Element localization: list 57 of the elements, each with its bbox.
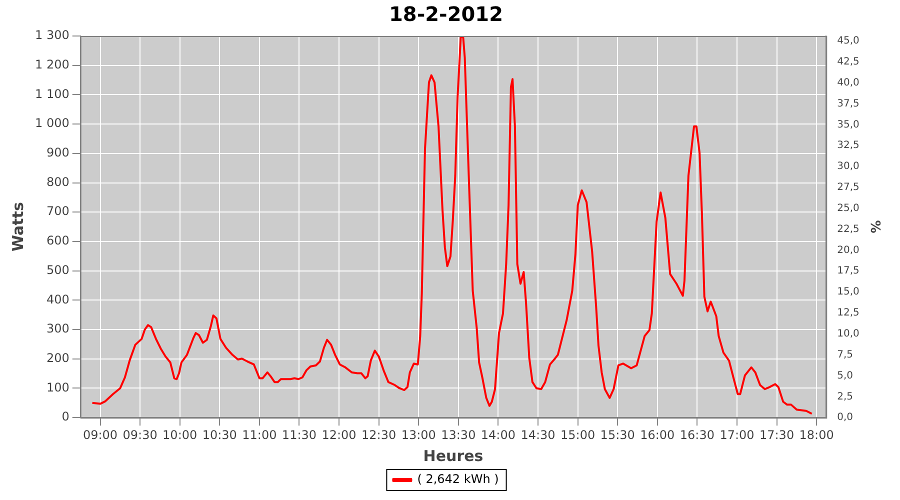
y-tick-label: 1 000 xyxy=(34,116,70,130)
x-axis-title: Heures xyxy=(423,446,484,465)
y2-tick-label: 7,5 xyxy=(837,349,854,360)
x-tick-label: 14:30 xyxy=(520,428,556,442)
x-tick-label: 12:00 xyxy=(322,428,356,442)
x-tick-label: 13:00 xyxy=(401,428,436,442)
y2-tick-label: 12,5 xyxy=(837,308,860,319)
y-tick-label: 500 xyxy=(46,262,70,277)
y2-tick-label: 20,0 xyxy=(837,244,860,256)
y2-tick-label: 45,0 xyxy=(837,36,860,47)
x-tick-label: 17:00 xyxy=(720,428,754,442)
y-axis-title: Watts xyxy=(8,202,27,252)
y2-tick-label: 32,5 xyxy=(837,140,860,152)
y-tick-label: 1 100 xyxy=(34,86,70,101)
x-tick-label: 16:30 xyxy=(680,428,714,442)
y2-axis-title: % xyxy=(866,220,882,234)
y-tick-label: 900 xyxy=(46,146,70,160)
y-tick-label: 0 xyxy=(62,410,70,424)
x-tick-label: 09:00 xyxy=(82,428,118,442)
y2-tick-label: 2,5 xyxy=(837,391,854,402)
x-tick-label: 14:00 xyxy=(480,428,516,442)
x-tick-label: 12:30 xyxy=(362,428,396,442)
x-tick-label: 10:30 xyxy=(202,428,237,442)
y-tick-label: 800 xyxy=(46,174,70,189)
y-tick-label: 1 200 xyxy=(34,57,70,72)
y2-tick-label: 37,5 xyxy=(837,98,860,110)
y-tick-label: 100 xyxy=(46,380,70,394)
y-tick-label: 300 xyxy=(46,322,70,336)
x-tick-label: 09:30 xyxy=(122,428,158,442)
y2-tick-label: 10,0 xyxy=(837,328,860,340)
y2-tick-label: 25,0 xyxy=(837,202,860,214)
y2-tick-label: 5,0 xyxy=(837,370,854,382)
y-tick-label: 700 xyxy=(46,204,70,218)
y-tick-label: 400 xyxy=(46,292,70,306)
y2-tick-label: 15,0 xyxy=(837,286,860,298)
y2-tick-label: 35,0 xyxy=(837,119,860,130)
y2-tick-label: 17,5 xyxy=(837,266,860,277)
legend-label: ( 2,642 kWh ) xyxy=(417,472,499,486)
x-tick-label: 11:30 xyxy=(282,428,317,442)
y-tick-label: 600 xyxy=(46,234,70,248)
x-tick-label: 15:00 xyxy=(560,428,596,442)
y2-tick-label: 40,0 xyxy=(837,77,860,88)
x-tick-label: 15:30 xyxy=(600,428,635,442)
y2-tick-label: 27,5 xyxy=(837,182,860,194)
x-tick-label: 16:00 xyxy=(640,428,675,442)
y2-tick-label: 30,0 xyxy=(837,161,860,172)
x-tick-label: 10:00 xyxy=(162,428,198,442)
x-tick-label: 13:30 xyxy=(441,428,476,442)
chart-title: 18-2-2012 xyxy=(388,2,504,26)
y2-tick-label: 22,5 xyxy=(837,224,860,235)
y2-tick-label: 0,0 xyxy=(837,412,854,424)
x-tick-label: 11:00 xyxy=(242,428,277,442)
y-tick-label: 1 300 xyxy=(34,28,70,42)
x-tick-label: 17:30 xyxy=(759,428,794,442)
y-tick-label: 200 xyxy=(46,351,70,366)
x-tick-label: 18:00 xyxy=(799,428,834,442)
y2-tick-label: 42,5 xyxy=(837,56,860,68)
